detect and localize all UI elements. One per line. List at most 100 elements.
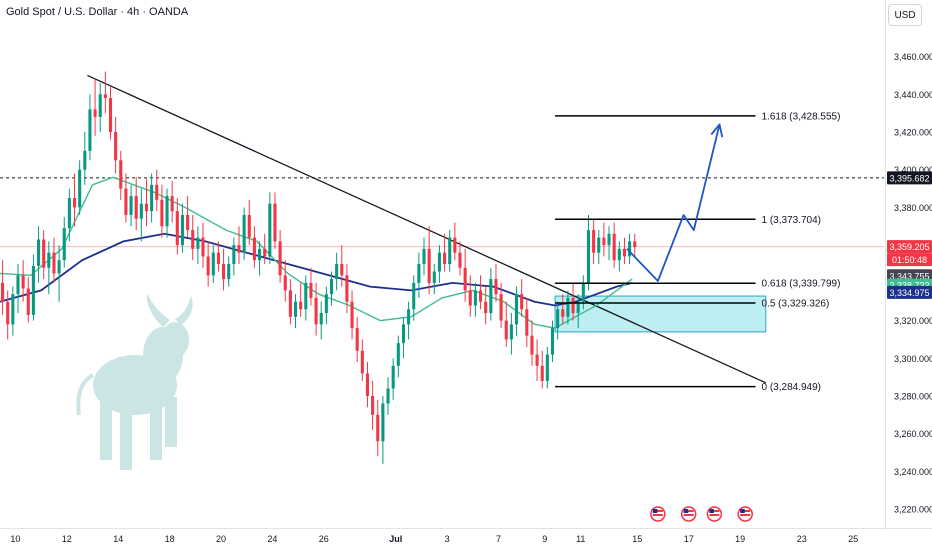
flag-canton bbox=[709, 509, 714, 513]
candle-body bbox=[299, 301, 303, 310]
candle-body bbox=[47, 252, 51, 268]
candle-body bbox=[160, 199, 164, 227]
candle-body bbox=[57, 260, 61, 274]
us-flag-icon bbox=[706, 506, 723, 522]
y-tick-label: 3,320.000 bbox=[894, 316, 932, 326]
candle-body bbox=[52, 252, 56, 274]
y-tick-label: 3,420.000 bbox=[894, 128, 932, 138]
candle-body bbox=[26, 288, 30, 315]
candle-body bbox=[119, 160, 123, 189]
candle-body bbox=[21, 275, 25, 289]
flag-stripe bbox=[709, 510, 720, 512]
candle-body bbox=[175, 211, 179, 246]
candle-body bbox=[144, 203, 149, 212]
candle-body bbox=[530, 335, 534, 355]
candle-body bbox=[67, 198, 71, 229]
candle-body bbox=[479, 290, 483, 302]
candle-body bbox=[93, 109, 97, 117]
candle-body bbox=[324, 294, 328, 314]
candle-body bbox=[365, 373, 370, 396]
candle-body bbox=[514, 294, 519, 325]
x-tick-label: 7 bbox=[496, 534, 501, 544]
candle-body bbox=[103, 94, 107, 99]
time-axis-bg bbox=[0, 529, 932, 550]
flag-stripe bbox=[740, 514, 751, 516]
candle-body bbox=[263, 248, 267, 257]
candle-body bbox=[473, 290, 477, 306]
us-flag-icon bbox=[737, 506, 753, 522]
candle-body bbox=[170, 196, 174, 212]
candle-body bbox=[134, 196, 138, 219]
flag-stripe bbox=[652, 514, 663, 516]
us-flag-icon bbox=[680, 506, 697, 522]
candle-body bbox=[201, 237, 205, 257]
fib-level-label: 1 (3,373.704) bbox=[762, 215, 822, 226]
candle-body bbox=[586, 230, 591, 283]
candle-body bbox=[222, 264, 226, 280]
candle-body bbox=[622, 248, 626, 257]
x-tick-label: 12 bbox=[62, 534, 72, 544]
candle-body bbox=[381, 403, 385, 442]
flag-stripe bbox=[709, 514, 720, 516]
y-tick-label: 3,400.000 bbox=[894, 165, 932, 175]
price-label: 3,334.975 bbox=[889, 288, 929, 298]
price-label: 3,343.755 bbox=[889, 271, 929, 281]
x-tick-label: 19 bbox=[735, 534, 745, 544]
candle-body bbox=[448, 237, 452, 264]
fib-level-label: 1.618 (3,428.555) bbox=[762, 111, 841, 122]
candle-body bbox=[417, 264, 421, 283]
candle-body bbox=[319, 313, 323, 325]
candle-body bbox=[258, 248, 262, 261]
candle-body bbox=[407, 309, 411, 325]
y-tick-label: 3,260.000 bbox=[894, 429, 932, 439]
fib-level-label: 0.618 (3,339.799) bbox=[762, 279, 841, 290]
y-tick-label: 3,440.000 bbox=[894, 90, 932, 100]
x-tick-label: 18 bbox=[165, 534, 175, 544]
candle-body bbox=[114, 132, 118, 161]
candle-body bbox=[525, 309, 529, 336]
candle-body bbox=[340, 264, 344, 276]
candle-body bbox=[535, 354, 539, 366]
bull-leg bbox=[150, 400, 162, 460]
candle-body bbox=[31, 265, 35, 315]
candle-body bbox=[237, 245, 241, 253]
candle-body bbox=[335, 264, 339, 280]
candle-body bbox=[206, 256, 210, 276]
bull-leg bbox=[120, 405, 132, 470]
candle-body bbox=[391, 365, 395, 389]
candle-body bbox=[304, 282, 308, 310]
flag-stripe bbox=[740, 510, 751, 512]
bull-tail bbox=[76, 373, 95, 416]
candle-body bbox=[216, 252, 220, 264]
price-label-bg bbox=[887, 285, 932, 299]
candle-body bbox=[211, 252, 215, 276]
bull-horn-right bbox=[175, 295, 193, 325]
flag-canton bbox=[652, 509, 658, 513]
time-axis-separator bbox=[0, 528, 932, 529]
candle-body bbox=[11, 294, 15, 325]
x-tick-label: 26 bbox=[319, 534, 329, 544]
y-tick-label: 3,380.000 bbox=[894, 203, 932, 213]
price-label: 3,338.733 bbox=[889, 281, 929, 291]
fib-level-label: 0.5 (3,329.326) bbox=[762, 298, 830, 309]
currency-button[interactable]: USD bbox=[888, 4, 922, 26]
candle-body bbox=[72, 198, 77, 208]
candle-body bbox=[602, 237, 606, 246]
candle-body bbox=[499, 294, 503, 321]
candle-body bbox=[350, 301, 354, 329]
x-tick-label: 9 bbox=[542, 534, 547, 544]
x-tick-label: 3 bbox=[445, 534, 450, 544]
symbol-title: Gold Spot / U.S. Dollar · 4h · OANDA bbox=[6, 6, 189, 18]
candle-body bbox=[108, 98, 113, 132]
flag-stripe bbox=[683, 510, 694, 512]
candle-body bbox=[494, 279, 498, 295]
price-label-bg bbox=[887, 171, 932, 185]
candle-body bbox=[37, 239, 41, 266]
candle-body bbox=[612, 233, 616, 261]
candle-body bbox=[592, 230, 596, 253]
price-axis-separator bbox=[885, 0, 886, 530]
y-tick-label: 3,220.000 bbox=[894, 505, 932, 515]
candle-body bbox=[437, 252, 441, 272]
